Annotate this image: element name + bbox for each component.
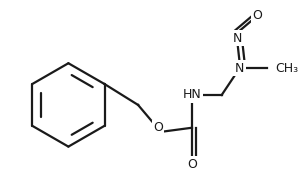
Text: HN: HN bbox=[182, 88, 201, 101]
Text: O: O bbox=[153, 121, 163, 134]
Text: CH₃: CH₃ bbox=[275, 62, 299, 75]
Text: O: O bbox=[252, 9, 263, 22]
Text: N: N bbox=[233, 32, 242, 45]
Text: O: O bbox=[187, 158, 197, 171]
Text: N: N bbox=[235, 62, 244, 75]
